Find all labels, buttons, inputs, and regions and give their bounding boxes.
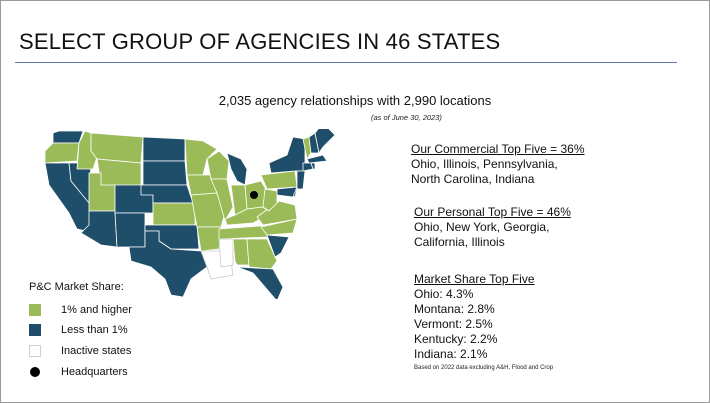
state-florida — [236, 266, 284, 299]
subtitle: 2,035 agency relationships with 2,990 lo… — [218, 93, 492, 108]
legend-label: Inactive states — [61, 345, 132, 357]
state-michigan — [226, 152, 248, 186]
legend-label: 1% and higher — [61, 304, 132, 316]
personal-heading: Our Personal Top Five = 46% — [414, 205, 571, 219]
state-missouri — [190, 192, 226, 228]
state-wisconsin — [206, 150, 230, 180]
state-georgia — [246, 238, 278, 270]
state-kansas — [152, 202, 196, 226]
as-of-date: (as of June 30, 2023) — [371, 113, 442, 122]
market-share-item: Indiana: 2.1% — [414, 347, 488, 361]
legend-label: Less than 1% — [61, 324, 128, 336]
state-new-mexico — [114, 212, 146, 248]
legend-swatch-inactive — [29, 345, 41, 357]
state-new-jersey — [296, 170, 306, 190]
footnote: Based on 2022 data excluding A&H, Flood … — [414, 365, 554, 371]
personal-top-five: Our Personal Top Five = 46% Ohio, New Yo… — [414, 205, 571, 250]
state-texas — [128, 230, 208, 298]
state-north-dakota — [142, 136, 186, 162]
state-montana — [90, 132, 144, 164]
commercial-top-five: Our Commercial Top Five = 36% Ohio, Illi… — [411, 142, 585, 187]
market-share-heading: Market Share Top Five — [414, 272, 535, 286]
headquarters-dot-icon — [30, 367, 40, 377]
legend-swatch-low — [29, 324, 41, 336]
state-new-york — [268, 136, 306, 174]
state-massachusetts — [306, 154, 328, 164]
page-title: SELECT GROUP OF AGENCIES IN 46 STATES — [19, 29, 501, 54]
commercial-line: Ohio, Illinois, Pennsylvania, — [411, 157, 558, 171]
state-arkansas — [196, 226, 222, 252]
market-share-item: Montana: 2.8% — [414, 302, 495, 316]
title-divider — [15, 62, 677, 63]
state-maine — [314, 129, 336, 154]
state-wyoming — [96, 158, 142, 188]
state-mississippi — [218, 238, 234, 268]
state-alabama — [232, 238, 250, 266]
legend-label: Headquarters — [61, 366, 128, 378]
personal-line: Ohio, New York, Georgia, — [414, 220, 550, 234]
legend-title: P&C Market Share: — [29, 281, 124, 293]
headquarters-marker — [250, 191, 258, 199]
commercial-line: North Carolina, Indiana — [411, 172, 535, 186]
state-illinois — [210, 178, 234, 222]
state-maryland — [276, 186, 298, 198]
state-rhode-island — [310, 162, 316, 170]
market-share-top-five: Market Share Top Five Ohio: 4.3% Montana… — [414, 272, 535, 362]
state-south-dakota — [142, 160, 188, 186]
state-washington — [52, 130, 84, 144]
state-north-carolina — [260, 218, 298, 236]
market-share-item: Ohio: 4.3% — [414, 287, 474, 301]
state-west-virginia — [262, 188, 278, 212]
state-pennsylvania — [260, 170, 298, 190]
market-share-item: Kentucky: 2.2% — [414, 332, 498, 346]
market-share-item: Vermont: 2.5% — [414, 317, 493, 331]
legend-swatch-high — [29, 304, 41, 316]
us-map — [44, 129, 336, 299]
state-oregon — [44, 142, 80, 164]
commercial-heading: Our Commercial Top Five = 36% — [411, 142, 585, 156]
personal-line: California, Illinois — [414, 235, 505, 249]
state-south-carolina — [266, 234, 290, 258]
